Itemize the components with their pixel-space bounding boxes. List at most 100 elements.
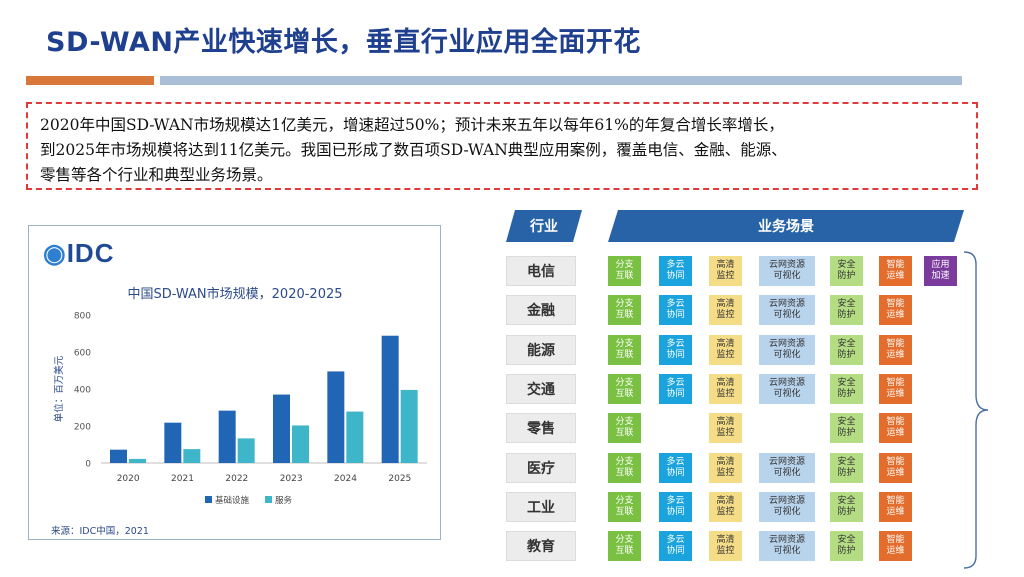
legend-swatch xyxy=(205,496,212,503)
x-tick-label: 2021 xyxy=(171,474,194,484)
scenario-tag-security: 安全 防护 xyxy=(830,413,863,444)
scenario-tag-branch: 分支 互联 xyxy=(608,452,641,483)
industry-label: 医疗 xyxy=(506,452,576,483)
scenario-tag-security: 安全 防护 xyxy=(830,295,863,326)
summary-text: 2020年中国SD-WAN市场规模达1亿美元，增速超过50%；预计未来五年以每年… xyxy=(40,113,964,188)
industry-label: 电信 xyxy=(506,256,576,286)
scenario-tag-hd: 高清 监控 xyxy=(709,373,742,404)
summary-box: 2020年中国SD-WAN市场规模达1亿美元，增速超过50%；预计未来五年以每年… xyxy=(26,102,978,190)
scenario-tag-branch: 分支 互联 xyxy=(608,531,641,562)
summary-line: 2020年中国SD-WAN市场规模达1亿美元，增速超过50%；预计未来五年以每年… xyxy=(40,116,784,134)
legend-label: 基础设施 xyxy=(215,495,250,506)
bar-infrastructure xyxy=(327,371,345,463)
y-tick-label: 600 xyxy=(74,349,91,359)
scenario-tag-branch: 分支 互联 xyxy=(608,334,641,365)
scenario-tag-ops: 智能 运维 xyxy=(879,295,912,326)
scenario-tag-ops: 智能 运维 xyxy=(879,334,912,365)
bar-infrastructure xyxy=(218,410,236,463)
scenario-tag-branch: 分支 互联 xyxy=(608,491,641,522)
scenario-tag-visual: 云网资源 可视化 xyxy=(759,295,815,326)
scenario-tag-multicloud: 多云 协同 xyxy=(659,295,692,326)
scenario-tag-visual: 云网资源 可视化 xyxy=(759,256,815,286)
scenario-tag-visual: 云网资源 可视化 xyxy=(759,531,815,562)
scenario-tag-multicloud: 多云 协同 xyxy=(659,256,692,286)
scenario-tag-visual: 云网资源 可视化 xyxy=(759,491,815,522)
chart-card: ◉IDC 中国SD-WAN市场规模，2020-2025 单位：百万美元 0 200 40… xyxy=(28,225,441,540)
bar-service xyxy=(129,458,146,463)
bar-service xyxy=(346,411,364,463)
scenario-tag-hd: 高清 监控 xyxy=(709,256,742,286)
bar-infrastructure xyxy=(381,335,399,463)
scenario-tag-hd: 高清 监控 xyxy=(709,491,742,522)
industry-label: 金融 xyxy=(506,295,576,326)
industry-label: 教育 xyxy=(506,531,576,562)
x-tick-label: 2023 xyxy=(280,474,303,484)
title-underline-bar xyxy=(160,76,962,85)
bar-infrastructure xyxy=(164,422,182,463)
scenario-tag-ops: 智能 运维 xyxy=(879,413,912,444)
industry-label: 交通 xyxy=(506,373,576,404)
x-tick-label: 2025 xyxy=(388,474,411,484)
industry-label: 零售 xyxy=(506,413,576,444)
scenario-tag-hd: 高清 监控 xyxy=(709,452,742,483)
bar-service xyxy=(400,389,418,463)
idc-logo-text: IDC xyxy=(66,238,115,268)
bar-service xyxy=(183,449,201,463)
legend-label: 服务 xyxy=(275,495,293,506)
scenario-tag-branch: 分支 互联 xyxy=(608,295,641,326)
legend-swatch xyxy=(265,496,272,503)
chart-source: 来源：IDC中国，2021 xyxy=(51,526,149,537)
scenario-tag-security: 安全 防护 xyxy=(830,491,863,522)
scenario-tag-security: 安全 防护 xyxy=(830,452,863,483)
y-tick-label: 0 xyxy=(85,460,91,470)
scenario-tag-hd: 高清 监控 xyxy=(709,295,742,326)
scenario-tag-multicloud: 多云 协同 xyxy=(659,373,692,404)
x-tick-label: 2020 xyxy=(117,474,140,484)
scenario-tag-multicloud: 多云 协同 xyxy=(659,334,692,365)
scenario-tag-visual: 云网资源 可视化 xyxy=(759,452,815,483)
x-tick-label: 2022 xyxy=(225,474,248,484)
scenario-tag-branch: 分支 互联 xyxy=(608,373,641,404)
scenario-tag-ops: 智能 运维 xyxy=(879,491,912,522)
slide-title: SD-WAN产业快速增长，垂直行业应用全面开花 xyxy=(46,27,641,58)
scenario-tag-hd: 高清 监控 xyxy=(709,413,742,444)
scenario-tag-branch: 分支 互联 xyxy=(608,413,641,444)
bar-service xyxy=(237,438,255,463)
scenario-tag-security: 安全 防护 xyxy=(830,373,863,404)
x-tick-label: 2024 xyxy=(334,474,357,484)
bar-infrastructure xyxy=(110,449,127,463)
bar-chart: 中国SD-WAN市场规模，2020-2025 单位：百万美元 0 200 400 600 8… xyxy=(53,286,427,506)
scenario-tag-security: 安全 防护 xyxy=(830,334,863,365)
scenario-tag-security: 安全 防护 xyxy=(830,256,863,286)
summary-line: 零售等各个行业和典型业务场景。 xyxy=(40,166,273,184)
bar-service xyxy=(292,425,309,463)
scenario-tag-multicloud: 多云 协同 xyxy=(659,491,692,522)
title-underline-accent xyxy=(26,76,154,85)
scenario-tag-visual: 云网资源 可视化 xyxy=(759,334,815,365)
y-tick-label: 200 xyxy=(74,423,91,433)
idc-logo: ◉IDC xyxy=(43,238,114,269)
scenario-tag-accel: 应用 加速 xyxy=(924,256,957,286)
chart-title: 中国SD-WAN市场规模，2020-2025 xyxy=(127,286,342,302)
scenario-tag-ops: 智能 运维 xyxy=(879,373,912,404)
scenario-tag-hd: 高清 监控 xyxy=(709,334,742,365)
scenario-tag-multicloud: 多云 协同 xyxy=(659,452,692,483)
scenario-tag-visual: 云网资源 可视化 xyxy=(759,373,815,404)
industry-label: 能源 xyxy=(506,334,576,365)
y-tick-label: 400 xyxy=(74,386,91,396)
scenario-tag-security: 安全 防护 xyxy=(830,531,863,562)
scenario-tag-ops: 智能 运维 xyxy=(879,531,912,562)
scenario-tag-multicloud: 多云 协同 xyxy=(659,531,692,562)
scenario-tag-branch: 分支 互联 xyxy=(608,256,641,286)
header-industry: 行业 xyxy=(506,210,582,242)
y-axis-label: 单位：百万美元 xyxy=(53,355,65,422)
scenario-tag-hd: 高清 监控 xyxy=(709,531,742,562)
y-tick-label: 800 xyxy=(74,312,91,322)
right-brace xyxy=(963,251,989,569)
scenario-tag-ops: 智能 运维 xyxy=(879,452,912,483)
header-scenario: 业务场景 xyxy=(608,210,964,242)
scenario-tag-ops: 智能 运维 xyxy=(879,256,912,286)
industry-label: 工业 xyxy=(506,491,576,522)
bar-infrastructure xyxy=(273,394,290,463)
summary-line: 到2025年市场规模将达到11亿美元。我国已形成了数百项SD-WAN典型应用案例… xyxy=(40,141,787,159)
